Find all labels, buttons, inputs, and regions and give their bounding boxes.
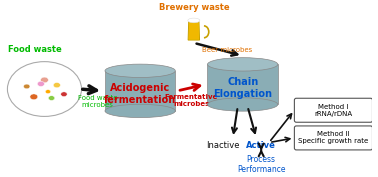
Text: Chain
Elongation: Chain Elongation [213,77,272,99]
Text: Active: Active [246,141,276,150]
Text: Brewery waste: Brewery waste [158,3,229,12]
FancyBboxPatch shape [294,98,372,122]
Text: Inactive: Inactive [206,141,240,150]
Ellipse shape [61,92,67,96]
Ellipse shape [23,84,30,89]
Text: Method II
Specific growth rate: Method II Specific growth rate [298,132,369,144]
Ellipse shape [30,94,38,100]
Ellipse shape [40,77,48,83]
Text: Method I
rRNA/rDNA: Method I rRNA/rDNA [314,104,353,117]
Polygon shape [188,22,200,40]
Ellipse shape [8,62,82,116]
Polygon shape [105,71,175,111]
Text: Fermentative
microbes: Fermentative microbes [165,94,218,107]
Ellipse shape [208,58,278,71]
Text: Process
Performance: Process Performance [237,155,285,174]
Text: Food waste: Food waste [8,45,62,54]
Text: Beer microbes: Beer microbes [201,47,252,53]
Text: Acidogenic
fermentation: Acidogenic fermentation [104,83,176,105]
FancyBboxPatch shape [294,126,372,150]
Ellipse shape [105,104,175,118]
Ellipse shape [45,90,51,94]
Ellipse shape [188,18,200,23]
Ellipse shape [105,64,175,78]
Ellipse shape [37,81,45,86]
Text: Food waste
microbes: Food waste microbes [77,95,117,109]
Ellipse shape [208,98,278,111]
Polygon shape [208,64,278,104]
Polygon shape [189,23,199,39]
Ellipse shape [48,96,55,100]
Ellipse shape [53,82,60,88]
